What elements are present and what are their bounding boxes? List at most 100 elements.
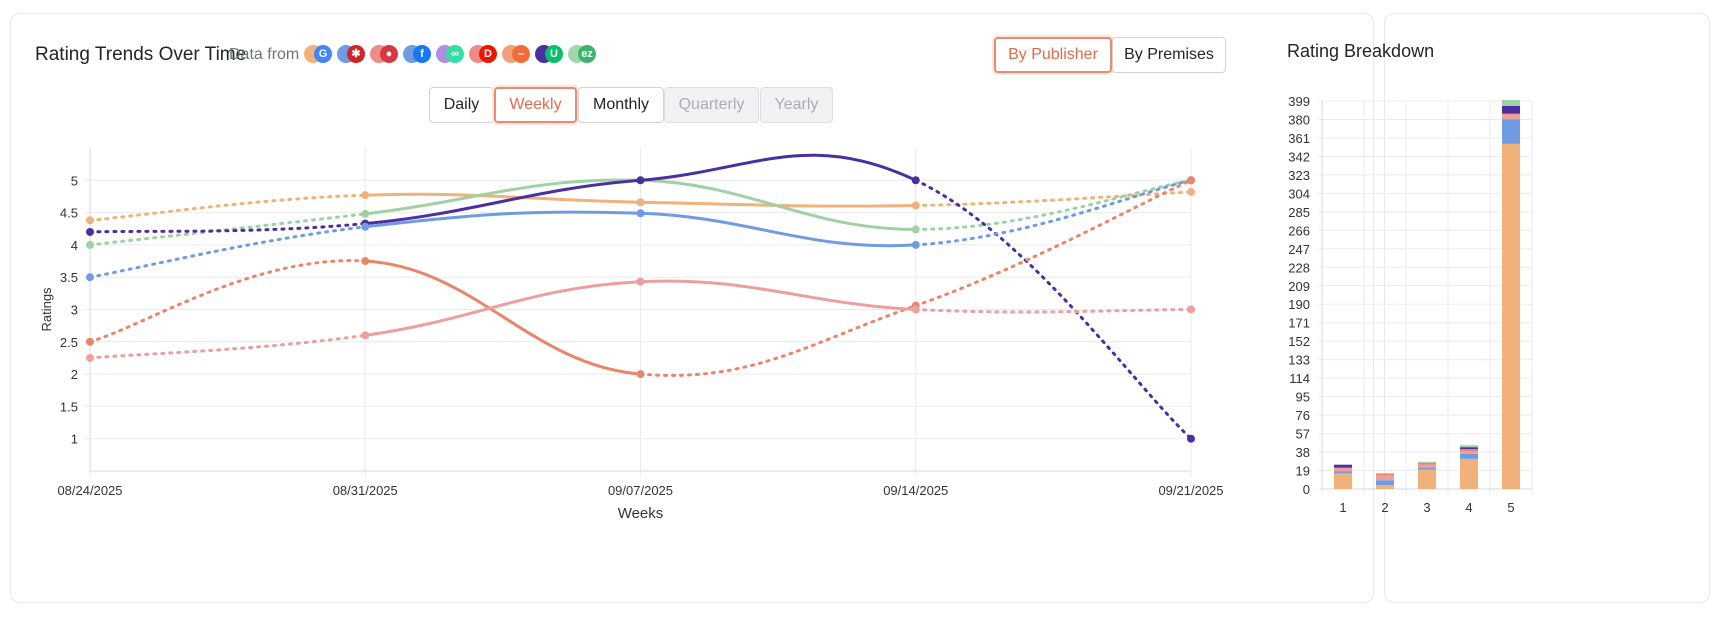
breakdown-title: Rating Breakdown <box>1287 41 1435 61</box>
bar-segment <box>1502 114 1520 120</box>
period-monthly-button[interactable]: Monthly <box>578 87 664 123</box>
publisher-logo: U <box>545 45 563 63</box>
bar-segment <box>1502 119 1520 144</box>
bar-stack-4 <box>1460 445 1478 489</box>
bar-segment <box>1502 105 1520 114</box>
line-segment <box>639 211 918 248</box>
line-segment <box>639 178 918 231</box>
x-axis-label: Weeks <box>618 505 664 522</box>
line-segment <box>639 304 918 377</box>
data-point <box>361 191 370 200</box>
facebook-icon: f <box>403 43 433 65</box>
publisher-logo: f <box>413 45 431 63</box>
bar-x-tick-label: 2 <box>1381 500 1388 515</box>
bar-segment <box>1418 461 1436 463</box>
bar-y-tick-label: 399 <box>1288 94 1310 109</box>
bar-segment <box>1502 113 1520 115</box>
bar-segment <box>1460 451 1478 454</box>
line-segment <box>363 210 642 229</box>
line-segment <box>914 178 1193 441</box>
bar-y-tick-label: 171 <box>1288 316 1310 331</box>
line-segment <box>363 178 642 216</box>
bar-segment <box>1502 143 1520 489</box>
data-point <box>911 201 920 210</box>
publisher-logo: ez <box>578 45 596 63</box>
data-point <box>636 209 645 218</box>
google-icon: G <box>304 43 334 65</box>
bar-segment <box>1460 458 1478 489</box>
y-tick-label: 5 <box>71 173 78 188</box>
bar-y-tick-label: 133 <box>1288 353 1310 368</box>
line-segment <box>914 308 1193 314</box>
bar-y-tick-label: 304 <box>1288 186 1310 201</box>
bar-y-tick-label: 114 <box>1289 371 1310 386</box>
period-yearly-button: Yearly <box>760 87 833 123</box>
tripadvisor-icon: ∞ <box>436 43 466 65</box>
data-point <box>86 353 94 362</box>
data-point <box>86 216 94 225</box>
by-premises-button[interactable]: By Premises <box>1112 37 1226 73</box>
bar-stack-3 <box>1418 461 1436 489</box>
bar-y-tick-label: 342 <box>1288 149 1310 164</box>
data-point <box>911 305 920 314</box>
data-point <box>911 176 920 185</box>
data-point <box>361 222 370 231</box>
bar-segment <box>1376 485 1394 489</box>
bar-segment <box>1418 462 1436 465</box>
publisher-logo: ✱ <box>347 45 365 63</box>
data-point <box>86 227 94 236</box>
bar-segment <box>1334 467 1352 469</box>
data-point <box>1187 187 1195 196</box>
bar-x-tick-label: 4 <box>1465 500 1472 515</box>
line-segment <box>363 259 642 376</box>
y-tick-label: 3.5 <box>60 270 78 285</box>
line-segment <box>914 178 1193 247</box>
bar-segment <box>1334 468 1352 472</box>
yelp-icon: ✱ <box>337 43 367 65</box>
bar-segment <box>1418 467 1436 470</box>
data-point <box>361 257 370 266</box>
y-axis-label: Ratings <box>39 287 54 332</box>
line-segment <box>88 222 367 234</box>
data-point <box>361 331 370 340</box>
y-tick-label: 2 <box>71 367 78 382</box>
publisher-logo: G <box>314 45 332 63</box>
data-point <box>86 337 94 346</box>
line-segment <box>639 153 918 182</box>
bar-y-tick-label: 190 <box>1288 297 1310 312</box>
bar-y-tick-label: 19 <box>1296 464 1310 479</box>
bar-stack-1 <box>1334 464 1352 489</box>
bar-segment <box>1418 469 1436 489</box>
by-publisher-button[interactable]: By Publisher <box>994 37 1112 73</box>
line-segment <box>88 212 367 247</box>
period-weekly-button[interactable]: Weekly <box>494 87 577 123</box>
doordash-icon: D <box>469 43 499 65</box>
line-segment <box>363 280 642 337</box>
bar-segment <box>1502 100 1520 106</box>
data-point <box>911 240 920 249</box>
data-point <box>86 273 94 282</box>
data-point <box>86 240 94 249</box>
line-segment <box>363 178 642 226</box>
data-point <box>636 176 645 185</box>
line-series-4 <box>86 176 1195 282</box>
bar-segment <box>1376 480 1394 486</box>
ezcater-icon: ez <box>568 43 598 65</box>
data-point <box>1187 176 1195 185</box>
line-segment <box>88 259 367 344</box>
line-segment <box>88 225 367 279</box>
x-tick-label: 08/24/2025 <box>57 483 122 498</box>
bar-segment <box>1376 473 1394 476</box>
data-point <box>636 277 645 286</box>
bar-y-tick-label: 380 <box>1288 112 1310 127</box>
publisher-logo: ● <box>380 45 398 63</box>
data-from-label: Data from <box>229 46 300 63</box>
bar-y-tick-label: 209 <box>1288 279 1310 294</box>
period-quarterly-button: Quarterly <box>664 87 759 123</box>
y-tick-label: 3 <box>71 303 78 318</box>
period-daily-button[interactable]: Daily <box>429 87 494 123</box>
y-tick-label: 4.5 <box>60 206 78 221</box>
bar-y-tick-label: 152 <box>1288 334 1310 349</box>
data-point <box>636 198 645 207</box>
